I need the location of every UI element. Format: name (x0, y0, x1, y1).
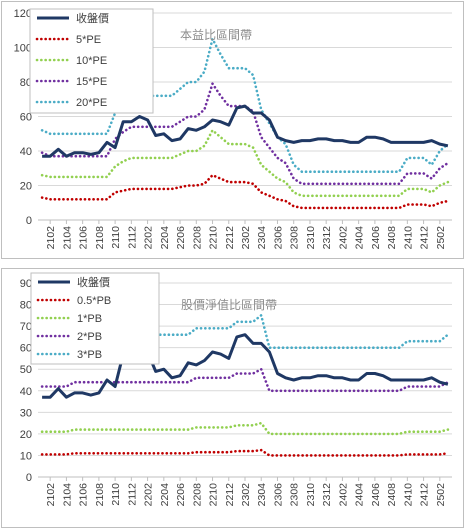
legend-box (30, 272, 160, 365)
x-tick-label: 2104 (61, 226, 73, 250)
legend-label: 3*PB (77, 349, 102, 361)
series-line-5-pe (40, 173, 450, 210)
x-tick-label: 2112 (126, 483, 138, 506)
x-tick-label: 2402 (337, 226, 349, 250)
x-tick-label: 2310 (305, 226, 317, 250)
series-line-0-5-pb (40, 448, 450, 457)
chart-title: 股價淨值比區間帶 (181, 297, 277, 312)
x-tick-label: 2308 (289, 483, 301, 507)
pe-band-chart-panel: 0 20 40 60 80 100 120 2102 2104 2106 2108 2110 2112 2… (1, 1, 464, 259)
x-tick-label: 2312 (321, 226, 333, 250)
x-tick-label: 2104 (61, 483, 73, 507)
series-line-1-pb (40, 421, 450, 436)
legend-label: 5*PE (76, 34, 101, 46)
x-tick-label: 2410 (402, 226, 414, 250)
x-tick-label: 2206 (175, 226, 187, 250)
legend-label: 20*PE (76, 97, 107, 109)
legend: 收盤價 0.5*PB 1*PB 2*PB 3*PB (30, 272, 160, 365)
legend-label: 0.5*PB (77, 295, 111, 307)
legend-label: 收盤價 (76, 11, 109, 25)
x-tick-label: 2202 (143, 226, 155, 250)
x-tick-label: 2404 (354, 483, 366, 507)
series-line-close-price (42, 104, 449, 158)
x-tick-label: 2108 (94, 226, 106, 250)
y-tick-label: 50 (20, 364, 32, 376)
x-tick-label: 2108 (94, 483, 106, 507)
x-tick-label: 2502 (435, 483, 447, 507)
x-tick-label: 2406 (370, 226, 382, 250)
legend-label: 15*PE (76, 76, 107, 88)
legend-label: 1*PB (77, 313, 102, 325)
y-tick-label: 80 (20, 77, 32, 89)
x-tick-label: 2304 (256, 483, 268, 507)
y-tick-label: 0 (26, 215, 32, 227)
x-tick-label: 2308 (289, 226, 301, 250)
x-tick-label: 2204 (159, 226, 171, 250)
series-line-close-price (42, 333, 449, 399)
x-tick-label: 2502 (435, 226, 447, 250)
x-tick-label: 2304 (256, 226, 268, 250)
x-tick-label: 2312 (321, 483, 333, 507)
x-tick-label: 2402 (337, 483, 349, 507)
y-tick-label: 40 (20, 146, 32, 158)
x-tick-label: 2112 (126, 226, 138, 249)
y-tick-label: 120 (14, 8, 32, 20)
y-tick-label: 40 (20, 386, 32, 398)
y-tick-label: 60 (20, 343, 32, 355)
legend-label: 收盤價 (77, 275, 110, 289)
x-tick-label: 2202 (143, 483, 155, 507)
y-tick-label: 20 (20, 429, 32, 441)
x-tick-label: 2106 (78, 226, 90, 250)
legend: 收盤價 5*PE 10*PE 15*PE 20*PE (29, 8, 154, 114)
y-tick-label: 80 (20, 300, 32, 312)
y-tick-label: 70 (20, 321, 32, 333)
series-line-10-pe (40, 129, 450, 198)
legend-label: 2*PB (77, 331, 102, 343)
y-tick-label: 100 (14, 43, 32, 55)
x-tick-label: 2302 (240, 226, 252, 250)
x-tick-label: 2212 (224, 226, 236, 250)
x-tick-label: 2106 (78, 483, 90, 507)
series-line-20-pe (40, 37, 450, 173)
x-tick-label: 2408 (386, 226, 398, 250)
chart-title: 本益比區間帶 (180, 28, 252, 42)
x-tick-label: 2102 (45, 483, 57, 507)
pb-band-chart: 0 10 20 30 40 50 60 70 80 90 2102 2104 2106 2108 2110 2… (20, 272, 452, 507)
y-tick-label: 90 (20, 278, 32, 290)
x-tick-label: 2208 (191, 483, 203, 507)
x-tick-label: 2306 (272, 226, 284, 250)
x-tick-label: 2102 (45, 226, 57, 250)
x-tick-label: 2310 (305, 483, 317, 507)
x-tick-label: 2204 (159, 483, 171, 507)
x-tick-label: 2306 (272, 483, 284, 507)
x-tick-label: 2412 (419, 226, 431, 250)
y-tick-label: 30 (20, 407, 32, 419)
x-tick-label: 2210 (208, 483, 220, 507)
x-tick-label: 2110 (110, 226, 122, 249)
x-tick-label: 2410 (402, 483, 414, 507)
x-tick-label: 2408 (386, 483, 398, 507)
x-tick-label: 2210 (208, 226, 220, 250)
y-tick-label: 60 (20, 112, 32, 124)
y-tick-label: 20 (20, 181, 32, 193)
x-tick-label: 2404 (354, 226, 366, 250)
pb-band-chart-panel: 0 10 20 30 40 50 60 70 80 90 2102 2104 2106 2108 2110 2… (1, 268, 464, 528)
pe-band-chart: 0 20 40 60 80 100 120 2102 2104 2106 2108 2110 2112 2… (14, 8, 452, 250)
x-tick-label: 2206 (175, 483, 187, 507)
x-tick-label: 2412 (419, 483, 431, 507)
legend-label: 10*PE (76, 55, 107, 67)
x-tick-label: 2406 (370, 483, 382, 507)
y-tick-label: 10 (20, 450, 32, 462)
x-tick-label: 2110 (110, 483, 122, 506)
x-tick-label: 2208 (191, 226, 203, 250)
x-tick-label: 2302 (240, 483, 252, 507)
x-tick-label: 2212 (224, 483, 236, 507)
y-tick-label: 0 (26, 472, 32, 484)
